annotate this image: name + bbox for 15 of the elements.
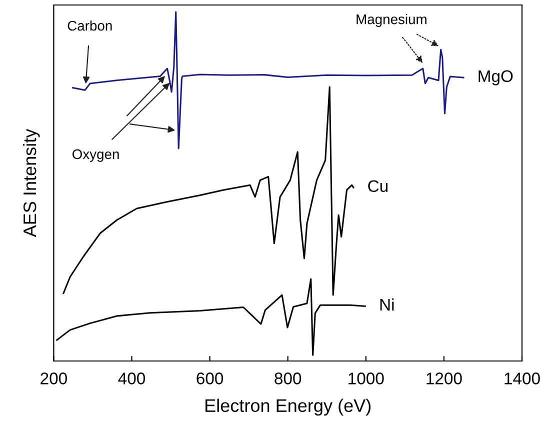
x-tick-label: 600 <box>196 372 224 384</box>
x-axis-title: Electron Energy (eV) <box>206 398 371 416</box>
annotation: Carbon <box>68 20 112 31</box>
x-tick-label: 1400 <box>504 372 540 384</box>
series-label: Cu <box>368 180 388 192</box>
x-tick-label: 400 <box>118 372 146 384</box>
annotation: Magnesium <box>356 14 426 27</box>
y-axis-title: AES Intensity <box>22 128 40 238</box>
x-tick-label: 200 <box>40 372 67 384</box>
x-tick-label: 1000 <box>348 372 384 384</box>
x-tick-label: 1200 <box>426 372 462 384</box>
x-tick-label: 800 <box>274 372 302 384</box>
series-label: MgO <box>478 70 513 86</box>
annotation: Oxygen <box>72 149 119 162</box>
series-label: Ni <box>380 298 394 311</box>
